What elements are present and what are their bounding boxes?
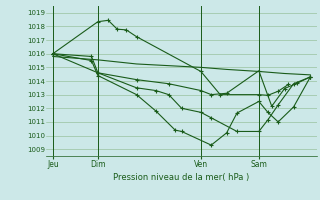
X-axis label: Pression niveau de la mer( hPa ): Pression niveau de la mer( hPa ) (114, 173, 250, 182)
